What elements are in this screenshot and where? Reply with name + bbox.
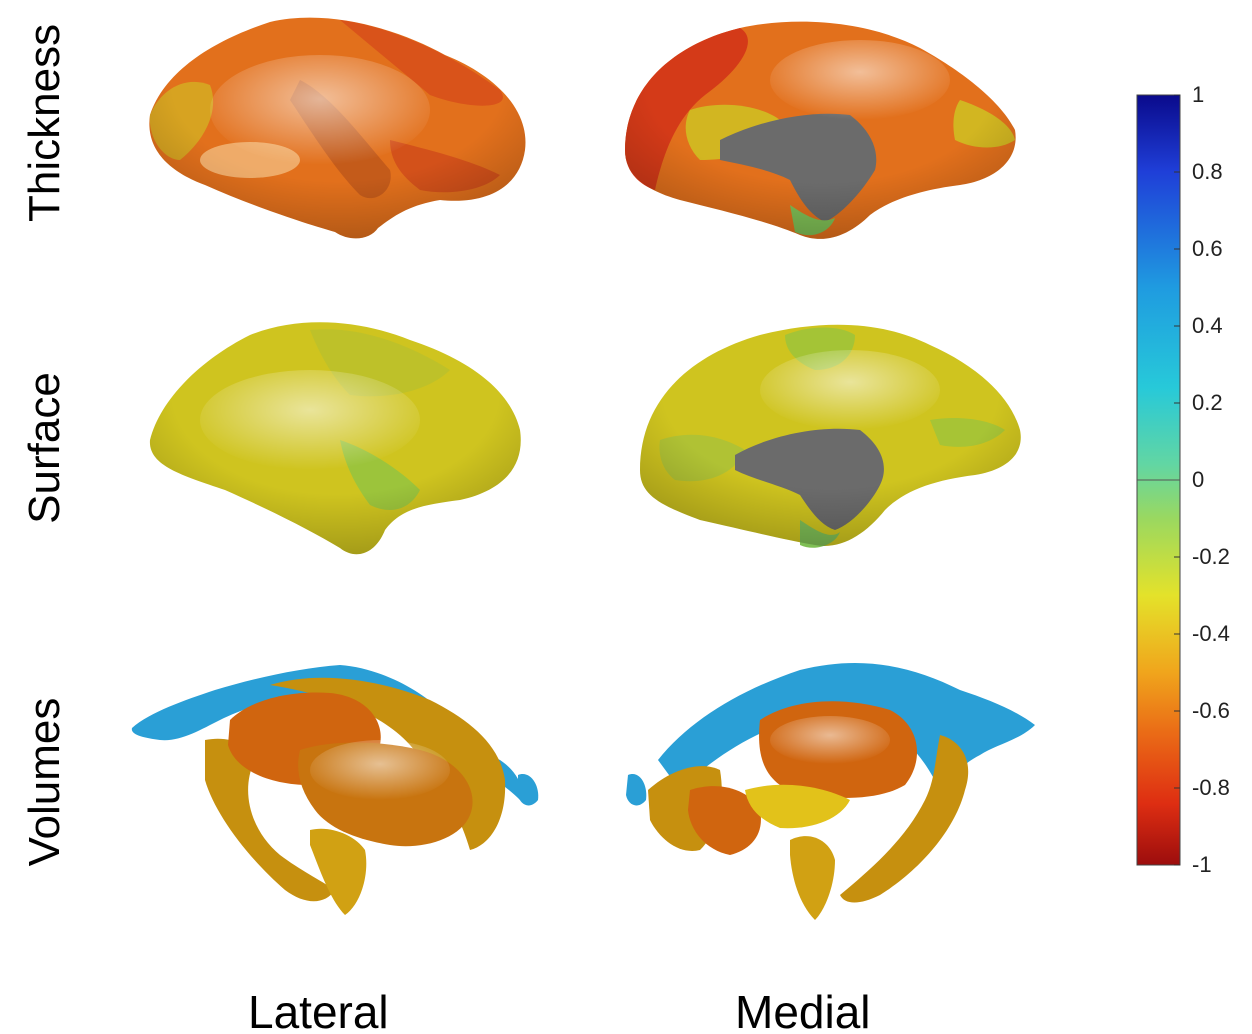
row-label-thickness: Thickness — [20, 23, 69, 222]
volumes-lateral-structures — [131, 665, 539, 915]
colorbar-tick-label: 0.8 — [1192, 159, 1223, 184]
colorbar-tick-label: -0.4 — [1192, 621, 1230, 646]
colorbar-tick-label: -1 — [1192, 852, 1212, 877]
column-label-medial: Medial — [735, 986, 871, 1034]
thickness-medial-brain — [625, 21, 1016, 239]
colorbar-tick-label: 0.2 — [1192, 390, 1223, 415]
column-label-lateral: Lateral — [248, 986, 389, 1034]
colorbar-tick-label: -0.8 — [1192, 775, 1230, 800]
colorbar-tick-label: 0.4 — [1192, 313, 1223, 338]
colorbar-ticks — [1137, 94, 1180, 866]
colorbar-tick-label: -0.6 — [1192, 698, 1230, 723]
row-label-surface: Surface — [20, 372, 69, 524]
colorbar-tick-label: -0.2 — [1192, 544, 1230, 569]
colorbar-tick-label: 1 — [1192, 82, 1205, 107]
colorbar-tick-label: 0 — [1192, 467, 1205, 492]
colorbar — [1136, 94, 1181, 866]
volumes-medial-structures — [626, 662, 1035, 920]
surface-medial-brain — [640, 324, 1021, 548]
row-label-volumes: Volumes — [20, 697, 69, 867]
surface-lateral-brain — [149, 322, 521, 555]
thickness-lateral-brain — [149, 17, 526, 239]
colorbar-tick-label: 0.6 — [1192, 236, 1223, 261]
